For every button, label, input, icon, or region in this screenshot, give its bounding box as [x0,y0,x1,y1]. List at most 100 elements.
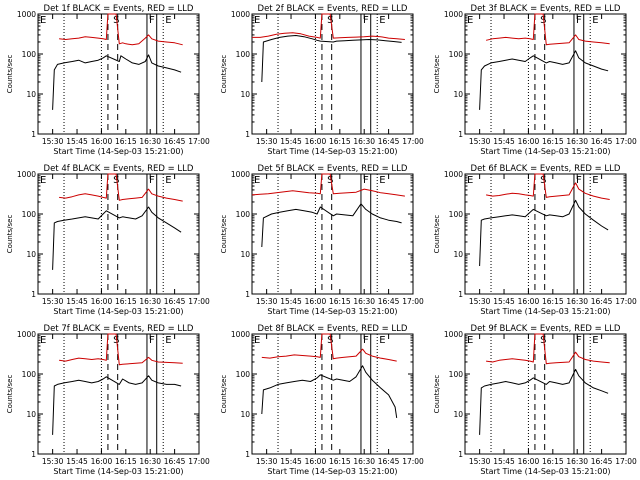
y-axis-label: Counts/sec [220,215,228,254]
y-tick-label: 100 [236,210,251,219]
x-tick-label: 15:45 [66,457,88,466]
x-tick-label: 16:00 [305,297,327,306]
plot-frame [464,13,627,135]
chart-title: Det 2f BLACK = Events, RED = LLD [258,4,408,14]
event-marker-label: S [540,175,546,186]
chart-title: Det 1f BLACK = Events, RED = LLD [44,4,194,14]
event-marker-label: F [149,175,155,186]
x-tick-label: 16:00 [91,297,113,306]
event-marker-label: E [592,15,598,26]
event-marker-label: E [592,175,598,186]
y-tick-label: 100 [22,50,37,59]
y-axis-label: Counts/sec [433,215,441,254]
x-tick-label: 16:00 [305,457,327,466]
chart-panel-5: Det 5f BLACK = Events, RED = LLD Start Ti… [220,164,424,316]
event-marker-label: F [576,175,582,186]
x-tick-label: 16:15 [329,457,351,466]
x-tick-label: 17:00 [402,137,424,146]
x-axis-label: Start Time (14-Sep-03 15:21:00) [53,307,183,316]
y-tick-label: 100 [22,370,37,379]
y-tick-label: 100 [236,370,251,379]
plot-frame [37,333,200,455]
y-tick-label: 10 [240,410,250,419]
y-tick-label: 1 [31,450,36,459]
x-tick-label: 16:45 [164,137,186,146]
x-tick-label: 15:30 [42,137,64,146]
y-tick-label: 1000 [444,10,463,19]
x-axis-label: Start Time (14-Sep-03 15:21:00) [267,467,397,476]
chart-title: Det 9f BLACK = Events, RED = LLD [471,324,621,334]
event-marker-label: E [467,335,473,346]
x-tick-label: 15:30 [256,297,278,306]
chart-panel-2: Det 2f BLACK = Events, RED = LLD Start Ti… [220,4,424,156]
event-marker-label: E [379,335,385,346]
y-tick-label: 10 [26,250,36,259]
chart-panel-4: Det 4f BLACK = Events, RED = LLD Start Ti… [6,164,210,316]
x-axis-label: Start Time (14-Sep-03 15:21:00) [267,307,397,316]
x-tick-label: 16:15 [115,137,137,146]
x-tick-label: 15:45 [280,137,302,146]
y-tick-label: 1000 [17,170,36,179]
y-tick-label: 100 [449,50,464,59]
event-marker-label: E [467,175,473,186]
x-tick-label: 15:30 [42,297,64,306]
x-tick-label: 15:30 [42,457,64,466]
x-tick-label: 16:30 [566,137,588,146]
event-marker-label: E [165,15,171,26]
x-tick-label: 15:30 [469,457,491,466]
chart-panel-8: Det 8f BLACK = Events, RED = LLD Start Ti… [220,324,424,476]
chart-title: Det 6f BLACK = Events, RED = LLD [471,164,621,174]
event-marker-label: E [254,335,260,346]
y-tick-label: 100 [22,210,37,219]
x-tick-label: 16:30 [566,457,588,466]
event-marker-label: S [327,335,333,346]
event-marker-label: E [254,15,260,26]
x-tick-label: 15:45 [66,297,88,306]
y-tick-label: 1 [245,130,250,139]
series-line-lld [486,333,610,365]
y-axis-label: Counts/sec [6,375,14,414]
y-tick-label: 10 [26,410,36,419]
y-axis-label: Counts/sec [6,215,14,254]
event-marker-label: E [165,175,171,186]
x-tick-label: 15:45 [66,137,88,146]
y-tick-label: 10 [453,250,463,259]
y-tick-label: 1 [245,450,250,459]
event-marker-label: F [149,15,155,26]
x-tick-label: 16:45 [591,137,613,146]
y-tick-label: 100 [236,50,251,59]
y-tick-label: 10 [26,90,36,99]
series-line-lld [251,173,405,197]
series-line-lld [261,333,397,362]
x-tick-label: 15:45 [493,297,515,306]
event-marker-label: E [379,15,385,26]
y-tick-label: 10 [453,410,463,419]
chart-panel-3: Det 3f BLACK = Events, RED = LLD Start Ti… [433,4,637,156]
y-axis-label: Counts/sec [433,375,441,414]
x-tick-label: 16:45 [591,297,613,306]
x-tick-label: 16:00 [518,137,540,146]
event-marker-label: F [363,335,369,346]
y-tick-label: 1000 [444,330,463,339]
chart-panel-7: Det 7f BLACK = Events, RED = LLD Start Ti… [6,324,210,476]
chart-title: Det 7f BLACK = Events, RED = LLD [44,324,194,334]
x-tick-label: 16:45 [591,457,613,466]
event-marker-label: F [149,335,155,346]
x-tick-label: 15:30 [256,457,278,466]
y-tick-label: 1000 [444,170,463,179]
x-tick-label: 16:15 [542,297,564,306]
chart-panel-1: Det 1f BLACK = Events, RED = LLD Start Ti… [6,4,210,156]
y-tick-label: 1 [31,130,36,139]
event-marker-label: E [40,175,46,186]
x-tick-label: 16:30 [353,297,375,306]
y-tick-label: 1 [458,130,463,139]
x-tick-label: 16:30 [139,457,161,466]
series-line-events [52,375,182,435]
series-line-events [479,368,609,435]
event-marker-label: E [379,175,385,186]
x-tick-label: 17:00 [402,297,424,306]
event-marker-label: F [576,335,582,346]
x-axis-label: Start Time (14-Sep-03 15:21:00) [480,307,610,316]
series-line-events [52,54,182,110]
series-line-events [261,35,402,83]
